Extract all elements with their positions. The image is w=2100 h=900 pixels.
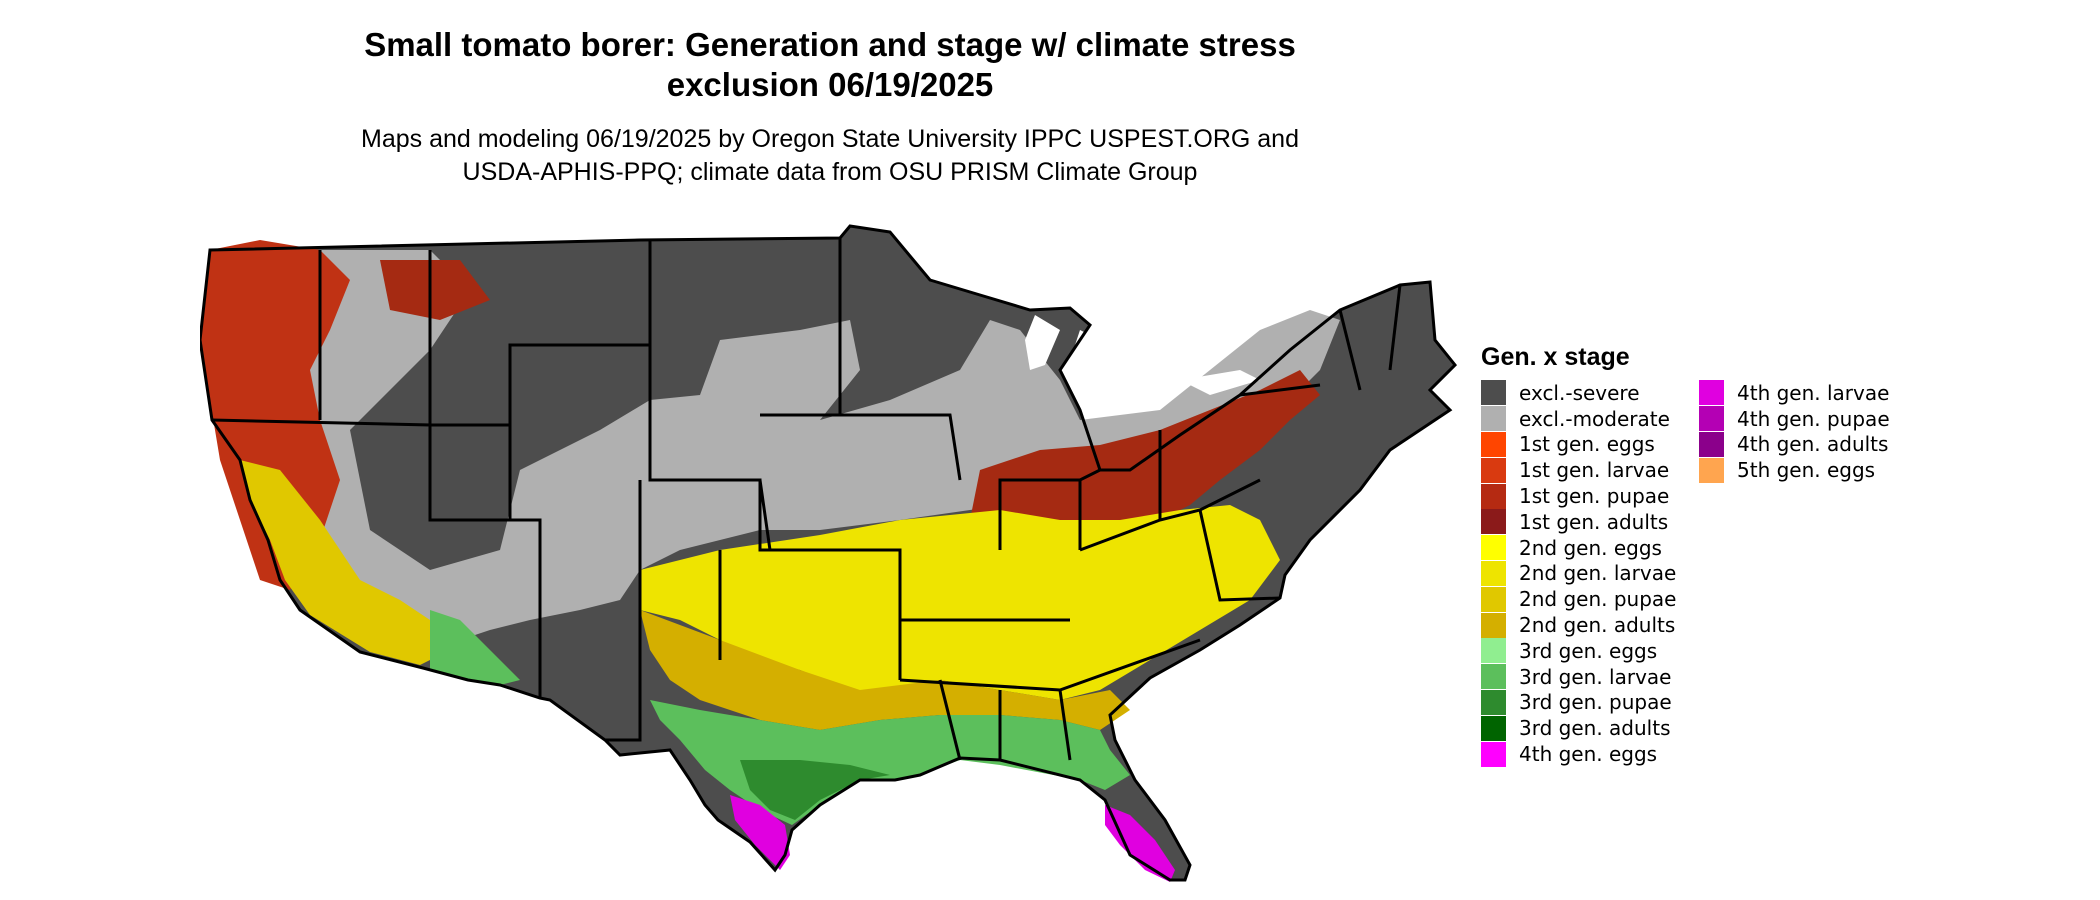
region-4th-gen-texas (730, 795, 790, 870)
us-generation-stage-map (200, 224, 1458, 882)
legend-label: 2nd gen. pupae (1519, 587, 1677, 612)
legend-label: 2nd gen. adults (1519, 613, 1676, 638)
legend-title: Gen. x stage (1481, 343, 1630, 371)
legend-item: 4th gen. eggs (1481, 741, 1676, 767)
legend-swatch (1481, 380, 1506, 406)
legend-item: 1st gen. pupae (1481, 483, 1676, 509)
legend-swatch (1481, 509, 1506, 535)
legend-label: 3rd gen. pupae (1519, 690, 1672, 715)
legend-item: 1st gen. adults (1481, 509, 1676, 535)
legend-swatch (1481, 741, 1506, 767)
legend-column-1: excl.-severe excl.-moderate 1st gen. eggs 1… (1481, 380, 1676, 767)
legend-swatch (1481, 457, 1506, 483)
legend-item: 3rd gen. pupae (1481, 689, 1676, 716)
legend-swatch (1481, 560, 1506, 586)
legend-swatch (1481, 664, 1506, 690)
legend-label: 1st gen. eggs (1519, 432, 1655, 457)
region-2nd-gen-central (640, 505, 1280, 700)
legend-swatch (1481, 431, 1506, 457)
map-title-line1: Small tomato borer: Generation and stage… (364, 26, 1296, 63)
legend-swatch (1699, 457, 1724, 483)
legend-item: 2nd gen. eggs (1481, 535, 1676, 561)
legend-label: 1st gen. pupae (1519, 484, 1670, 509)
legend-item: excl.-severe (1481, 380, 1676, 406)
map-subtitle-line1: Maps and modeling 06/19/2025 by Oregon S… (361, 125, 1299, 153)
legend-swatch (1481, 535, 1506, 561)
legend-swatch (1481, 483, 1506, 509)
legend-label: 3rd gen. larvae (1519, 664, 1672, 689)
legend-item: 1st gen. larvae (1481, 457, 1676, 483)
legend-swatch (1481, 586, 1506, 612)
legend-label: 5th gen. eggs (1737, 458, 1876, 483)
region-2nd-gen-south (640, 610, 1130, 730)
legend-label: 4th gen. pupae (1737, 406, 1890, 431)
legend-swatch (1481, 406, 1506, 432)
legend-item: 4th gen. larvae (1699, 380, 1890, 406)
legend-swatch (1699, 431, 1724, 457)
legend-label: 4th gen. larvae (1737, 380, 1890, 405)
legend-item: 2nd gen. pupae (1481, 586, 1676, 612)
legend-item: 3rd gen. adults (1481, 715, 1676, 741)
state-boundaries (200, 224, 1458, 882)
region-1st-gen-north (380, 260, 490, 320)
legend-item: 4th gen. adults (1699, 431, 1890, 458)
legend-column-2: 4th gen. larvae 4th gen. pupae 4th gen. ad… (1699, 380, 1890, 483)
legend-label: 3rd gen. eggs (1519, 638, 1658, 663)
legend-item: 2nd gen. adults (1481, 612, 1676, 638)
legend-label: 2nd gen. larvae (1519, 561, 1677, 586)
legend-label: 4th gen. eggs (1519, 742, 1658, 767)
legend-label: 2nd gen. eggs (1519, 535, 1662, 560)
legend-swatch (1481, 612, 1506, 638)
region-4th-gen-florida (1105, 805, 1175, 882)
legend-label: 1st gen. larvae (1519, 458, 1670, 483)
legend-item: 2nd gen. larvae (1481, 560, 1677, 587)
legend-label: 1st gen. adults (1519, 509, 1669, 534)
legend-label: 3rd gen. adults (1519, 716, 1671, 741)
region-2nd-gen-west (240, 460, 450, 665)
legend-item: 3rd gen. eggs (1481, 638, 1676, 664)
legend-label: 4th gen. adults (1737, 432, 1889, 457)
legend-label: excl.-severe (1519, 380, 1640, 405)
region-3rd-gen-southwest (430, 610, 520, 685)
legend-item: excl.-moderate (1481, 406, 1676, 432)
map-subtitle-line2: USDA-APHIS-PPQ; climate data from OSU PR… (462, 158, 1198, 186)
legend-item: 3rd gen. larvae (1481, 664, 1676, 690)
legend-item: 1st gen. eggs (1481, 431, 1676, 458)
legend-swatch (1699, 406, 1724, 432)
legend-item: 5th gen. eggs (1699, 457, 1890, 483)
map-title-line2: exclusion 06/19/2025 (666, 66, 994, 103)
legend-swatch (1481, 638, 1506, 664)
legend-swatch (1699, 380, 1724, 406)
legend-swatch (1481, 689, 1506, 715)
legend-item: 4th gen. pupae (1699, 406, 1890, 432)
legend-label: excl.-moderate (1519, 406, 1670, 431)
region-1st-gen (200, 240, 350, 590)
region-3rd-gen-pupae (740, 760, 890, 820)
region-excl-moderate (260, 250, 1340, 660)
legend-swatch (1481, 715, 1506, 741)
